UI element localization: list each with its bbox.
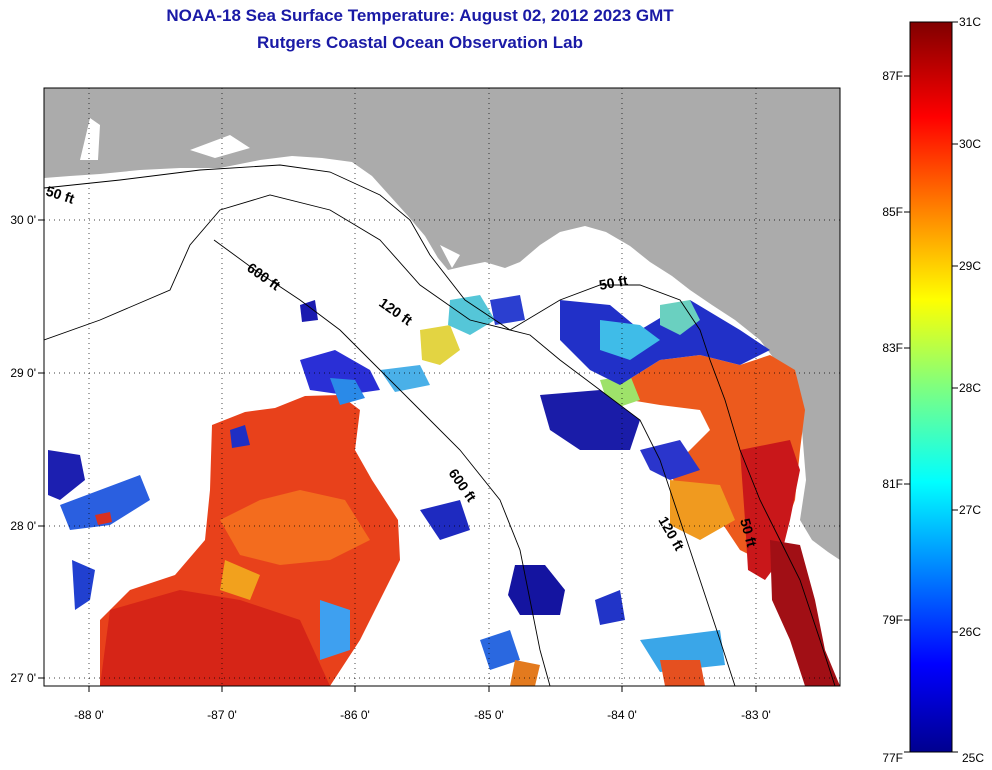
- x-tick-label: -86 0': [340, 708, 370, 722]
- x-tick-label: -84 0': [607, 708, 637, 722]
- land-mass: [44, 88, 840, 560]
- plot-area: [44, 88, 840, 686]
- plot-frame: [43, 87, 841, 687]
- colorbar-celsius-label: 26C: [959, 625, 981, 639]
- colorbar-ticks: [904, 21, 958, 753]
- colorbar-celsius-label: 29C: [959, 259, 981, 273]
- y-tick-label: 30 0': [10, 213, 36, 227]
- depth-contours: [44, 164, 836, 686]
- x-tick-label: -87 0': [207, 708, 237, 722]
- colorbar-celsius-label: 25C: [962, 751, 984, 765]
- map-subtitle: Rutgers Coastal Ocean Observation Lab: [257, 33, 583, 52]
- colorbar-fahrenheit-label: 83F: [882, 341, 903, 355]
- colorbar-fahrenheit-label: 81F: [882, 477, 903, 491]
- y-tick-label: 27 0': [10, 671, 36, 685]
- y-tick-label: 28 0': [10, 519, 36, 533]
- x-tick-label: -88 0': [74, 708, 104, 722]
- colorbar-fahrenheit-label: 79F: [882, 613, 903, 627]
- colorbar: [909, 21, 953, 753]
- colorbar-celsius-label: 31C: [959, 15, 981, 29]
- map-title: NOAA-18 Sea Surface Temperature: August …: [166, 6, 674, 25]
- depth-label: 50 ft: [598, 272, 629, 293]
- tick-marks: [38, 219, 757, 692]
- colorbar-celsius-label: 27C: [959, 503, 981, 517]
- y-tick-label: 29 0': [10, 366, 36, 380]
- colorbar-fahrenheit-label: 87F: [882, 69, 903, 83]
- sst-patches: [48, 295, 840, 686]
- colorbar-fahrenheit-label: 77F: [882, 751, 903, 765]
- colorbar-celsius-label: 30C: [959, 137, 981, 151]
- depth-label: 50 ft: [737, 517, 760, 549]
- colorbar-celsius-label: 28C: [959, 381, 981, 395]
- colorbar-fahrenheit-label: 85F: [882, 205, 903, 219]
- x-tick-label: -83 0': [741, 708, 771, 722]
- x-tick-label: -85 0': [474, 708, 504, 722]
